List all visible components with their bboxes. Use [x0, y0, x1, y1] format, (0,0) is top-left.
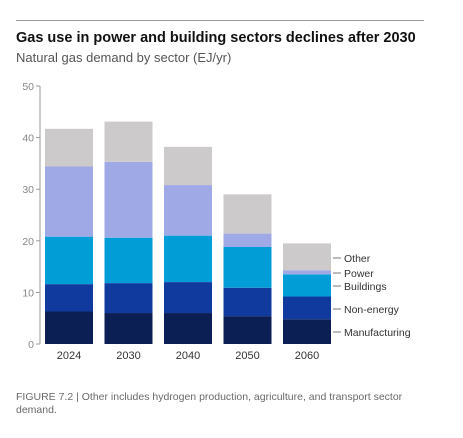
bar-2060-manufacturing: [283, 319, 331, 344]
x-tick-label-2060: 2060: [295, 350, 319, 362]
y-tick-label-50: 50: [22, 81, 34, 93]
top-rule: [16, 20, 424, 21]
legend-label-other: Other: [344, 253, 371, 265]
y-tick-label-30: 30: [22, 184, 34, 196]
y-tick-label-10: 10: [22, 287, 34, 299]
bar-2050-manufacturing: [223, 316, 272, 344]
bar-2040-buildings: [164, 235, 212, 283]
bar-2024-buildings: [45, 236, 93, 285]
bar-2060-other: [283, 243, 331, 271]
bar-2030-power: [104, 161, 153, 238]
bar-2060-power: [283, 270, 331, 275]
y-tick-label-40: 40: [22, 133, 34, 145]
bar-2030-non-energy: [104, 283, 153, 314]
x-tick-label-2030: 2030: [116, 350, 140, 362]
chart-title: Gas use in power and building sectors de…: [16, 30, 416, 46]
bar-2040-other: [164, 146, 212, 186]
figure-caption: FIGURE 7.2 | Other includes hydrogen pro…: [16, 391, 403, 416]
bar-2024-non-energy: [45, 284, 93, 312]
legend-label-manufacturing: Manufacturing: [344, 327, 411, 339]
x-tick-label-2024: 2024: [57, 350, 81, 362]
bar-2040-manufacturing: [164, 313, 212, 344]
chart-subtitle: Natural gas demand by sector (EJ/yr): [16, 50, 232, 65]
legend-label-non-energy: Non-energy: [344, 304, 400, 316]
bar-2030-other: [104, 121, 153, 162]
x-tick-label-2040: 2040: [176, 350, 200, 362]
bar-2050-power: [223, 233, 272, 247]
bar-2024-manufacturing: [45, 311, 93, 344]
x-tick-label-2050: 2050: [235, 350, 259, 362]
bar-2040-non-energy: [164, 282, 212, 314]
bar-2024-power: [45, 166, 93, 237]
bar-2040-power: [164, 185, 212, 236]
bar-2050-other: [223, 194, 272, 234]
bar-2050-buildings: [223, 246, 272, 288]
bar-2060-buildings: [283, 274, 331, 297]
legend-label-power: Power: [344, 268, 374, 280]
bar-2050-non-energy: [223, 287, 272, 317]
y-tick-label-20: 20: [22, 236, 34, 248]
bar-2024-other: [45, 128, 93, 167]
bar-2030-manufacturing: [104, 313, 153, 344]
y-tick-label-0: 0: [28, 339, 34, 351]
legend-label-buildings: Buildings: [344, 281, 387, 293]
bar-2030-buildings: [104, 237, 153, 284]
bar-2060-non-energy: [283, 296, 331, 320]
